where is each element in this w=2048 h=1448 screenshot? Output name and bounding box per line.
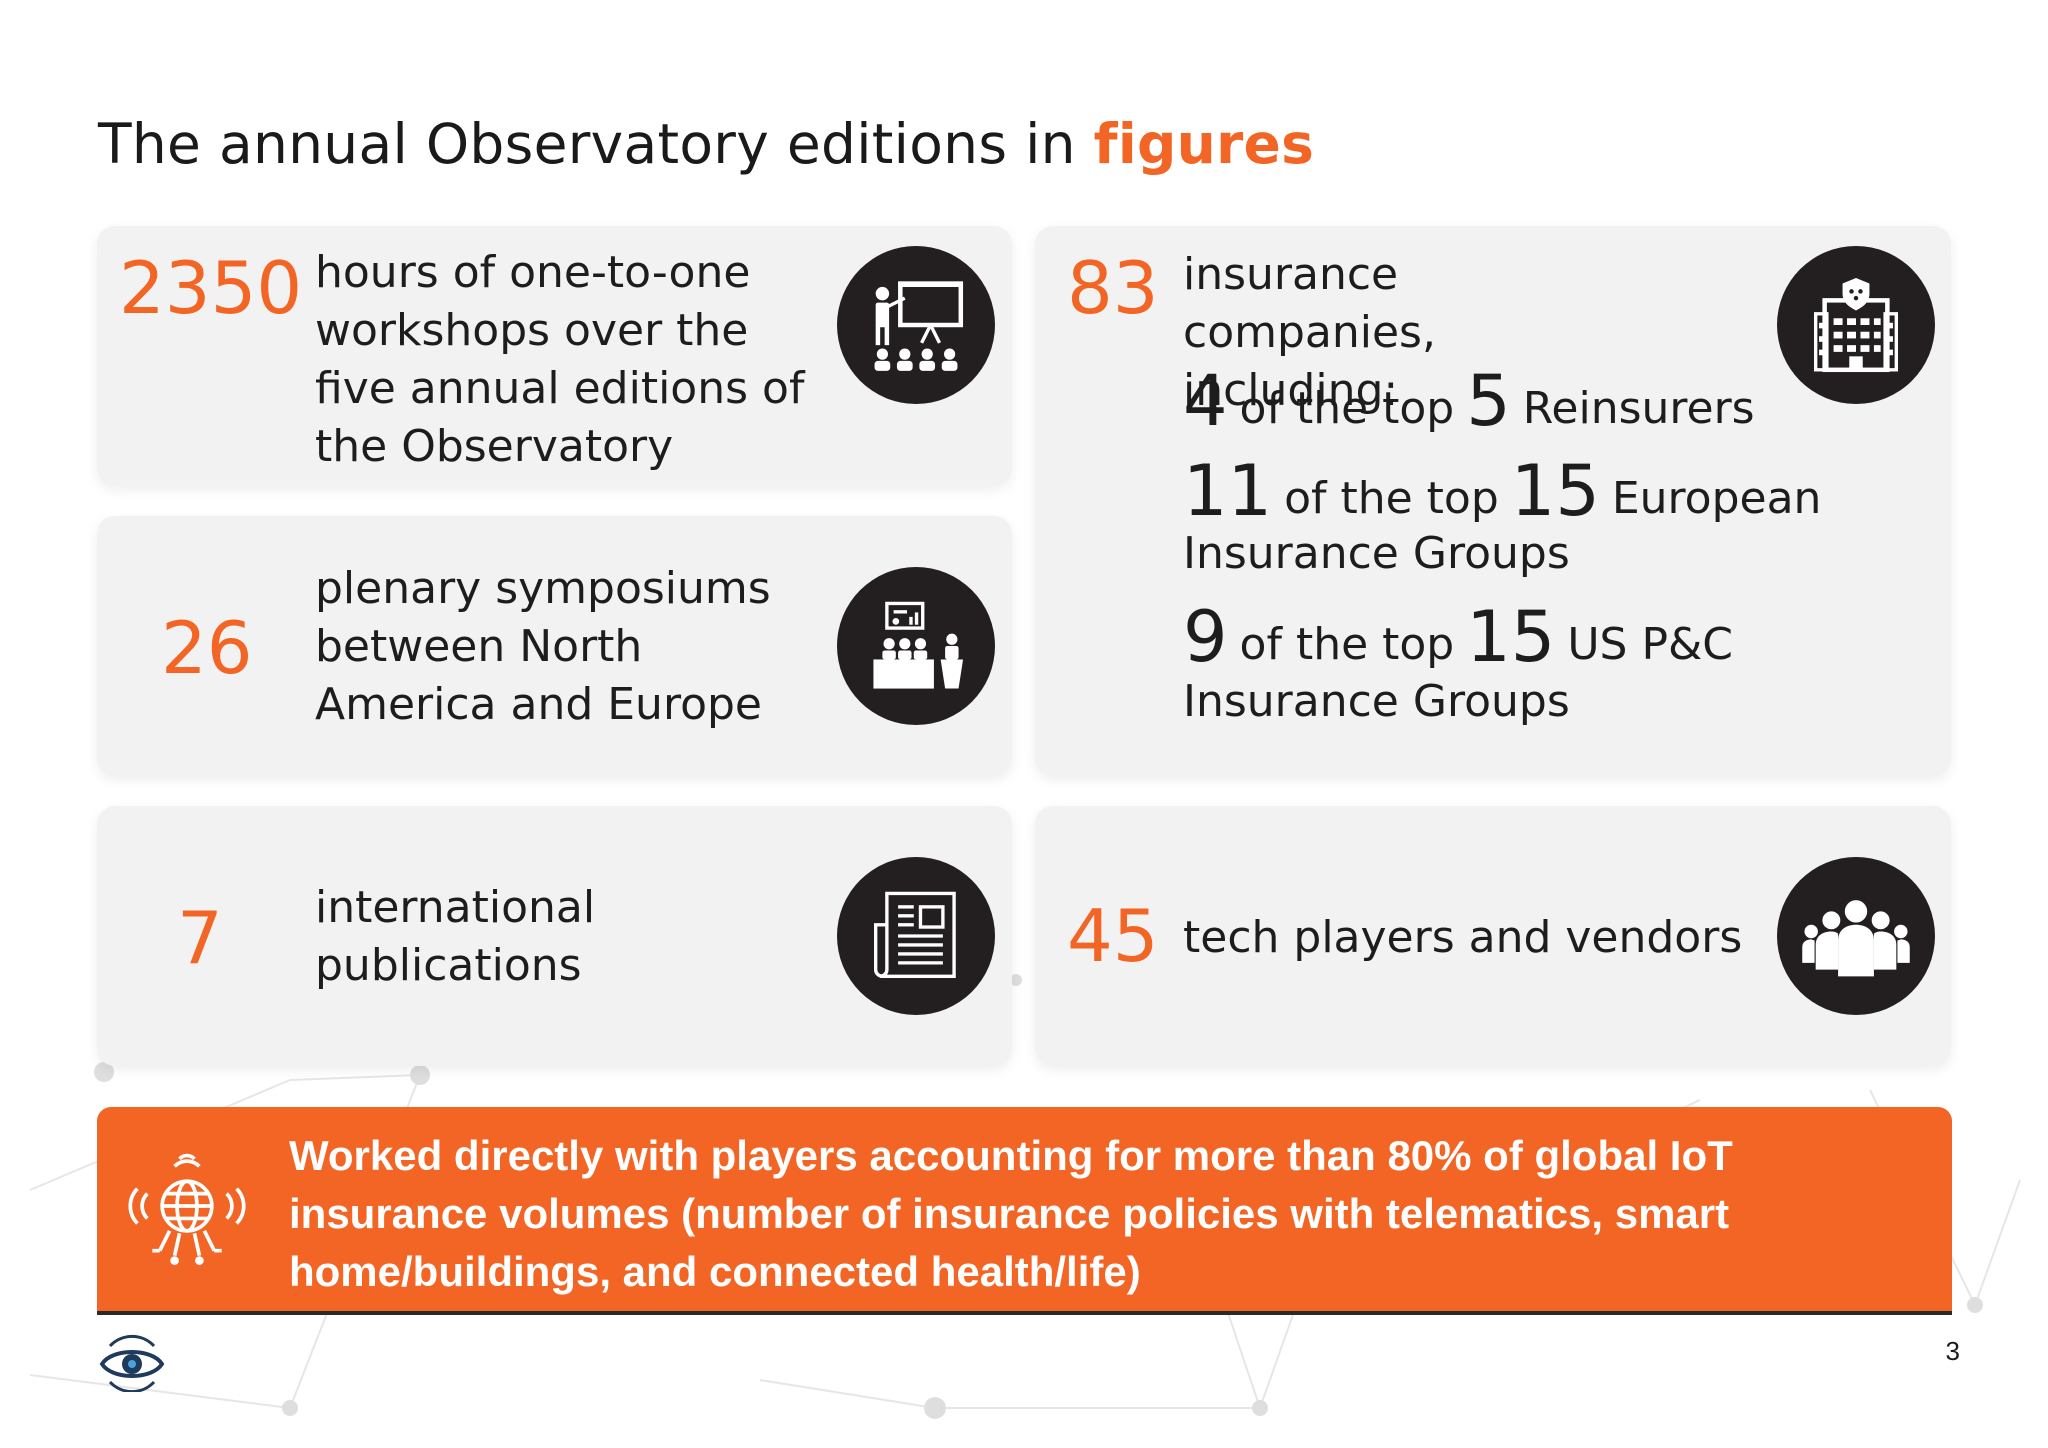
symposiums-description: plenary symposiums between North America… [315, 563, 771, 730]
page-title-text: The annual Observatory editions in [98, 112, 1094, 176]
figure-label: US P&C [1567, 619, 1734, 670]
insurers-figures: 4 of the top 5 Reinsurers 11 of the top 15 Eur… [1183, 366, 1821, 766]
figure-count: 9 [1183, 596, 1228, 678]
banner-text: Worked directly with players accounting … [289, 1132, 1733, 1295]
conference-panel-icon [837, 567, 995, 725]
publications-number: 7 [177, 896, 223, 980]
figure-of-text: of the top [1239, 619, 1455, 670]
newspaper-icon [837, 857, 995, 1015]
figure-of-text: of the top [1284, 473, 1499, 524]
iot-globe-icon [128, 1153, 246, 1265]
insurers-description: insurance companies, including: [1183, 249, 1436, 416]
figure-total: 5 [1466, 360, 1511, 442]
figure-label: Reinsurers [1522, 383, 1755, 434]
figure-of-text: of the top [1239, 383, 1455, 434]
figure-total: 15 [1466, 596, 1556, 678]
figure-reinsurers: 4 of the top 5 Reinsurers [1183, 366, 1755, 436]
figure-european-groups-line2: Insurance Groups [1183, 528, 1570, 579]
vendors-card: 45 tech players and vendors [1035, 806, 1951, 1066]
figure-european-groups: 11 of the top 15 European [1183, 456, 1821, 526]
workshops-card: 2350 hours of one-to-one workshops over … [97, 226, 1012, 486]
publications-description: international publications [315, 882, 596, 991]
workshops-number: 2350 [119, 246, 303, 330]
page-title-highlight: figures [1093, 112, 1315, 176]
insurance-building-icon [1777, 246, 1935, 404]
workshops-description: hours of one-to-one workshops over the f… [315, 247, 805, 472]
figure-count: 11 [1183, 450, 1273, 532]
observatory-eye-logo [99, 1334, 165, 1392]
vendors-number: 45 [1067, 894, 1159, 978]
page-number: 3 [1945, 1336, 1960, 1366]
summary-banner: Worked directly with players accounting … [97, 1107, 1952, 1315]
figure-label: European [1611, 473, 1822, 524]
page-title: The annual Observatory editions in figur… [98, 112, 1314, 176]
symposiums-number: 26 [161, 606, 253, 690]
publications-card: 7 international publications [97, 806, 1012, 1066]
figure-us-groups-line2: Insurance Groups [1183, 676, 1570, 727]
vendors-description: tech players and vendors [1183, 912, 1743, 963]
symposiums-card: 26 plenary symposiums between North Amer… [97, 516, 1012, 776]
insurers-card: 83 insurance companies, including: 4 of t… [1035, 226, 1951, 776]
insurers-number: 83 [1067, 246, 1159, 330]
figure-total: 15 [1510, 450, 1600, 532]
figure-us-groups: 9 of the top 15 US P&C [1183, 602, 1733, 672]
figure-count: 4 [1183, 360, 1228, 442]
presentation-icon [837, 246, 995, 404]
people-group-icon [1777, 857, 1935, 1015]
